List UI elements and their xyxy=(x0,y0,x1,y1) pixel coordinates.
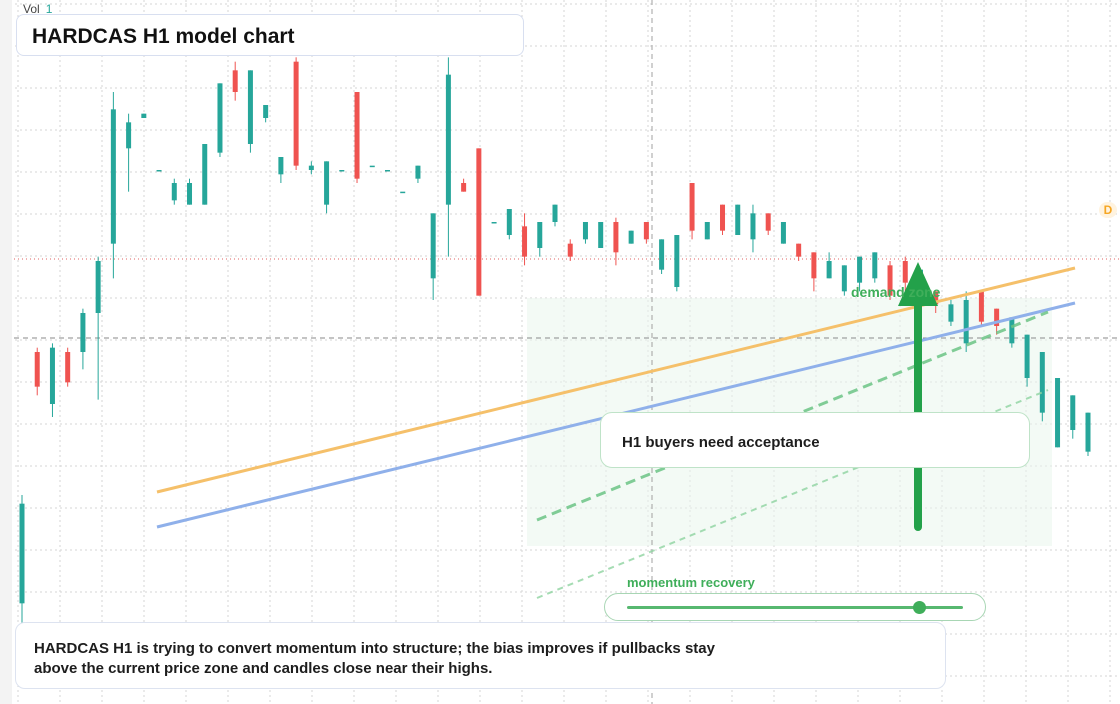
candle-body xyxy=(263,105,269,118)
candle-body xyxy=(369,165,375,168)
candle-body xyxy=(1024,334,1030,378)
candle-body xyxy=(750,213,756,240)
candle-body xyxy=(720,204,726,231)
candle-body xyxy=(171,183,177,201)
candle-body xyxy=(902,261,908,283)
candle-body xyxy=(857,256,863,283)
candle-body xyxy=(217,83,223,153)
candle-body xyxy=(141,113,147,118)
candle-body xyxy=(156,170,162,172)
candle-body xyxy=(384,170,390,172)
momentum-slider-track xyxy=(627,606,963,609)
candle-body xyxy=(659,239,665,270)
candle-body xyxy=(765,213,771,231)
candle-body xyxy=(293,61,299,166)
candle-body xyxy=(613,222,619,253)
summary-text: HARDCAS H1 is trying to convert momentum… xyxy=(34,640,715,677)
candle-body xyxy=(933,291,939,305)
volume-label: Vol xyxy=(23,2,40,16)
left-axis-strip xyxy=(0,0,12,704)
volume-value: 1 xyxy=(45,2,53,16)
candle-body xyxy=(689,183,695,231)
candle-body xyxy=(674,235,680,287)
candle-body xyxy=(491,222,497,224)
candle-body xyxy=(826,261,832,279)
candle-body xyxy=(1039,352,1045,413)
candle-body xyxy=(80,313,86,352)
up-arrow-head xyxy=(898,262,938,306)
candle-body xyxy=(735,204,741,235)
candle-body xyxy=(978,291,984,322)
candle-body xyxy=(400,191,406,194)
candle-body xyxy=(963,300,969,344)
candle-body xyxy=(780,222,786,244)
momentum-slider-thumb[interactable] xyxy=(913,601,927,614)
candle-body xyxy=(704,222,710,240)
candle-body xyxy=(247,70,253,144)
candle-body xyxy=(461,183,467,192)
momentum-label: momentum recovery xyxy=(627,575,755,590)
candle-body xyxy=(232,70,238,92)
candle-body xyxy=(19,503,25,604)
dividend-badge[interactable]: D xyxy=(1099,202,1117,218)
chart-title: HARDCAS H1 model chart xyxy=(32,25,295,48)
candle-body xyxy=(796,243,802,257)
candle-body xyxy=(506,209,512,235)
chart-title-box: HARDCAS H1 model chart xyxy=(16,14,524,56)
candle-body xyxy=(430,213,436,279)
momentum-slider[interactable] xyxy=(604,593,986,621)
candle-body xyxy=(552,204,558,222)
candle-body xyxy=(643,222,649,240)
candle-body xyxy=(522,226,528,257)
candle-body xyxy=(476,148,482,296)
candle-body xyxy=(34,352,40,387)
candle-body xyxy=(445,74,451,205)
candle-body xyxy=(110,109,116,244)
candle-body xyxy=(49,347,55,404)
candle-body xyxy=(126,122,132,149)
candle-body xyxy=(95,261,101,313)
candle-body xyxy=(598,222,604,248)
candle-body xyxy=(354,92,360,179)
candle-body xyxy=(811,252,817,279)
summary-panel: HARDCAS H1 is trying to convert momentum… xyxy=(15,622,946,689)
candle-body xyxy=(567,243,573,257)
candle-body xyxy=(65,352,71,383)
candle-body xyxy=(278,157,284,175)
buyers-note-text: H1 buyers need acceptance xyxy=(622,434,820,451)
candle-body xyxy=(308,165,314,170)
candle-body xyxy=(841,265,847,292)
candle-body xyxy=(202,144,208,205)
candle-body xyxy=(872,252,878,279)
candle-body xyxy=(187,183,193,205)
buyers-note-callout[interactable]: H1 buyers need acceptance xyxy=(600,412,1030,468)
candle-body xyxy=(994,308,1000,326)
candle-body xyxy=(1009,317,1015,344)
candle-body xyxy=(628,230,634,244)
candle-body xyxy=(324,161,330,205)
demand-zone-label: demand zone xyxy=(851,284,941,300)
candle-body xyxy=(339,170,345,172)
candle-body xyxy=(1085,412,1091,452)
candle-body xyxy=(948,304,954,322)
candle-body xyxy=(1070,395,1076,430)
candle-body xyxy=(537,222,543,248)
candle-body xyxy=(582,222,588,240)
light-green-dashed-trend-line xyxy=(536,389,1049,599)
volume-indicator: Vol 1 xyxy=(23,2,52,16)
candle-body xyxy=(1055,378,1061,448)
candle-body xyxy=(887,265,893,296)
candle-body xyxy=(415,165,421,179)
